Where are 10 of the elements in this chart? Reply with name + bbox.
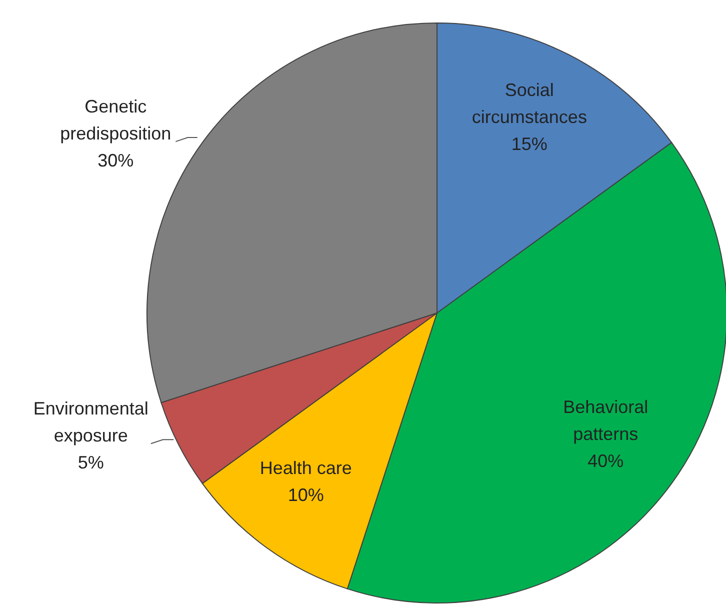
slice-label: Genetic predisposition bbox=[60, 96, 172, 144]
data-label: 5% bbox=[78, 452, 104, 473]
slice-label: Social circumstances bbox=[472, 80, 587, 127]
data-label: 15% bbox=[511, 134, 548, 154]
slice-label: Health care bbox=[260, 458, 352, 478]
slice-label: Environmental exposure bbox=[33, 398, 148, 446]
data-label: 40% bbox=[588, 451, 624, 472]
data-label: 30% bbox=[98, 150, 134, 171]
data-label: 10% bbox=[288, 485, 324, 506]
slice-label: Behavioral patterns bbox=[563, 397, 648, 444]
